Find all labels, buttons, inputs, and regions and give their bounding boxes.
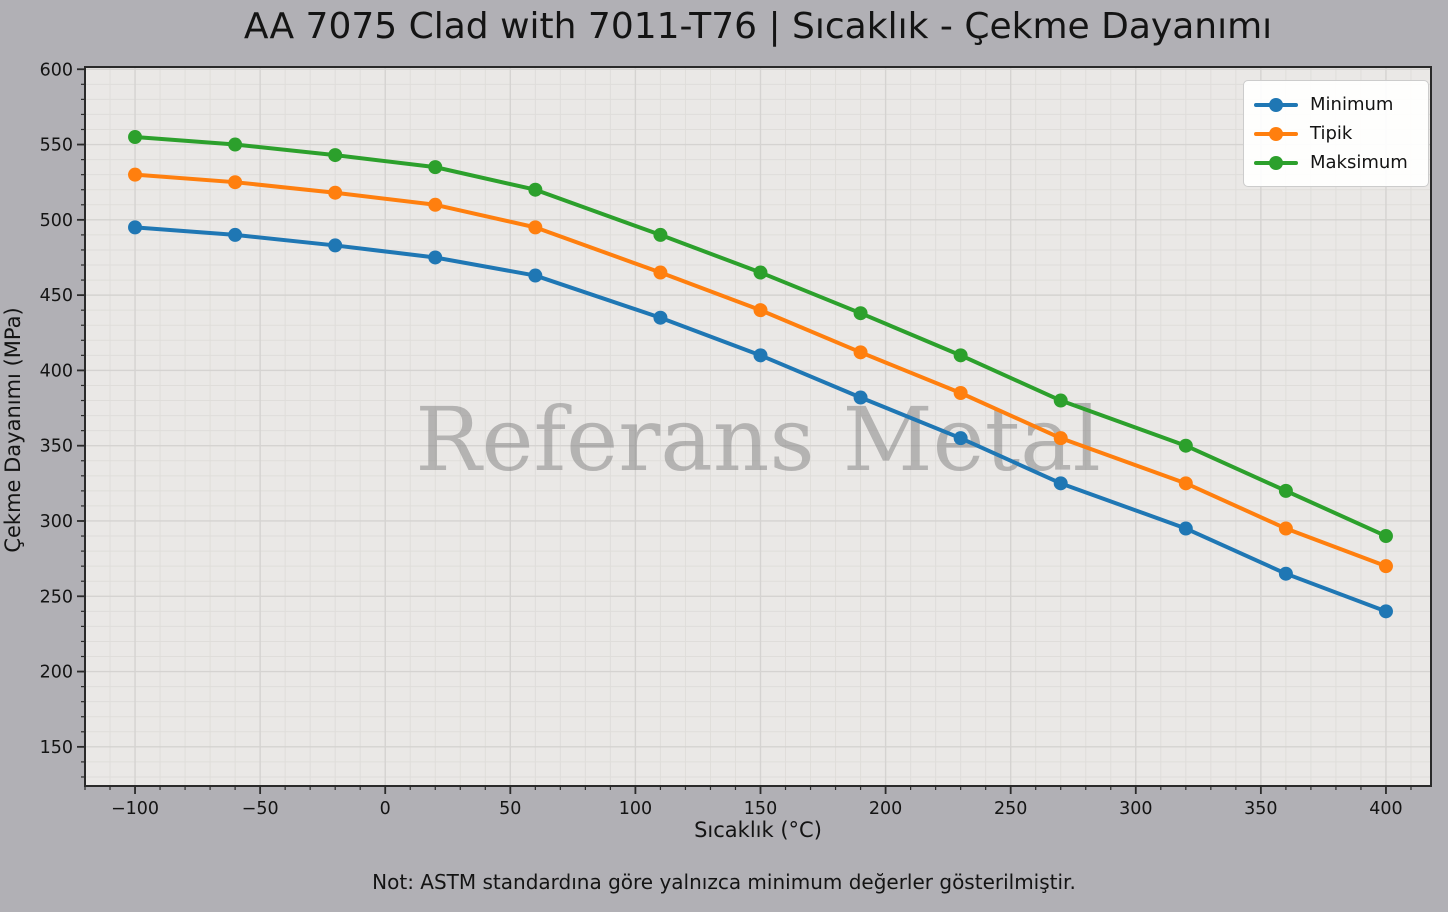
footer-note: Not: ASTM standardına göre yalnızca mini… [372, 870, 1076, 894]
svg-text:350: 350 [40, 437, 73, 457]
legend-item-maksimum: Maksimum [1254, 148, 1416, 177]
svg-text:200: 200 [869, 799, 902, 819]
data-point [128, 130, 143, 145]
data-point [1278, 566, 1293, 581]
data-point [228, 137, 243, 152]
data-point [1178, 476, 1193, 491]
plot-area [85, 67, 1431, 786]
data-point [953, 348, 968, 363]
svg-text:−100: −100 [111, 799, 159, 819]
svg-text:−50: −50 [242, 799, 279, 819]
data-point [528, 220, 543, 235]
legend-line-marker-icon [1254, 155, 1298, 170]
svg-text:200: 200 [40, 663, 73, 683]
data-point [328, 185, 343, 200]
data-point [653, 227, 668, 242]
y-tick-labels: 150 200 250 300 350 400 450 500 550 600 [40, 60, 73, 758]
data-point [328, 238, 343, 253]
grid-major [85, 67, 1431, 786]
data-point [953, 385, 968, 400]
data-point [1053, 393, 1068, 408]
data-point [1378, 559, 1393, 574]
data-point [528, 268, 543, 283]
data-point [528, 182, 543, 197]
data-point [428, 197, 443, 212]
svg-text:100: 100 [619, 799, 652, 819]
data-point [1053, 431, 1068, 446]
svg-text:450: 450 [40, 286, 73, 306]
svg-text:600: 600 [40, 60, 73, 80]
x-axis-label: Sıcaklık (°C) [694, 818, 822, 842]
legend-line-marker-icon [1254, 126, 1298, 141]
svg-text:150: 150 [40, 738, 73, 758]
series-minimum [128, 220, 1393, 619]
svg-text:550: 550 [40, 136, 73, 156]
data-point [753, 348, 768, 363]
svg-text:0: 0 [380, 799, 391, 819]
x-tick-labels: −100 −50 0 50 100 150 200 250 300 350 400 [111, 799, 1403, 819]
data-point [1178, 438, 1193, 453]
axis-ticks [77, 68, 1412, 794]
legend-item-minimum: Minimum [1254, 90, 1416, 119]
data-point [853, 390, 868, 405]
data-point [953, 431, 968, 446]
data-point [128, 167, 143, 182]
svg-text:250: 250 [40, 587, 73, 607]
svg-text:50: 50 [499, 799, 521, 819]
series-maksimum [128, 130, 1393, 544]
data-point [653, 265, 668, 280]
data-point [753, 265, 768, 280]
data-point [1378, 604, 1393, 619]
data-point [428, 160, 443, 175]
data-point [1378, 529, 1393, 544]
data-point [853, 345, 868, 360]
legend: Minimum Tipik Maksimum [1243, 80, 1429, 187]
watermark-text: Referans Metal [415, 388, 1100, 491]
data-point [1053, 476, 1068, 491]
legend-item-tipik: Tipik [1254, 119, 1416, 148]
data-point [228, 175, 243, 190]
svg-text:250: 250 [994, 799, 1027, 819]
data-point [128, 220, 143, 235]
svg-text:400: 400 [1369, 799, 1402, 819]
legend-label: Minimum [1310, 94, 1394, 115]
data-point [228, 227, 243, 242]
legend-line-marker-icon [1254, 97, 1298, 112]
svg-text:300: 300 [1119, 799, 1152, 819]
data-point [1178, 521, 1193, 536]
data-point [428, 250, 443, 265]
legend-label: Maksimum [1310, 152, 1408, 173]
plot-border [84, 66, 1432, 787]
data-point [1278, 521, 1293, 536]
legend-label: Tipik [1310, 123, 1353, 144]
chart-title: AA 7075 Clad with 7011-T76 | Sıcaklık - … [243, 6, 1273, 47]
svg-text:300: 300 [40, 512, 73, 532]
data-point [753, 303, 768, 318]
svg-text:150: 150 [744, 799, 777, 819]
svg-text:400: 400 [40, 361, 73, 381]
data-point [328, 148, 343, 163]
y-axis-label: Çekme Dayanımı (MPa) [1, 307, 25, 553]
data-point [653, 310, 668, 325]
svg-text:500: 500 [40, 211, 73, 231]
data-point [1278, 483, 1293, 498]
svg-text:350: 350 [1244, 799, 1277, 819]
data-point [853, 306, 868, 321]
series-tipik [128, 167, 1393, 574]
